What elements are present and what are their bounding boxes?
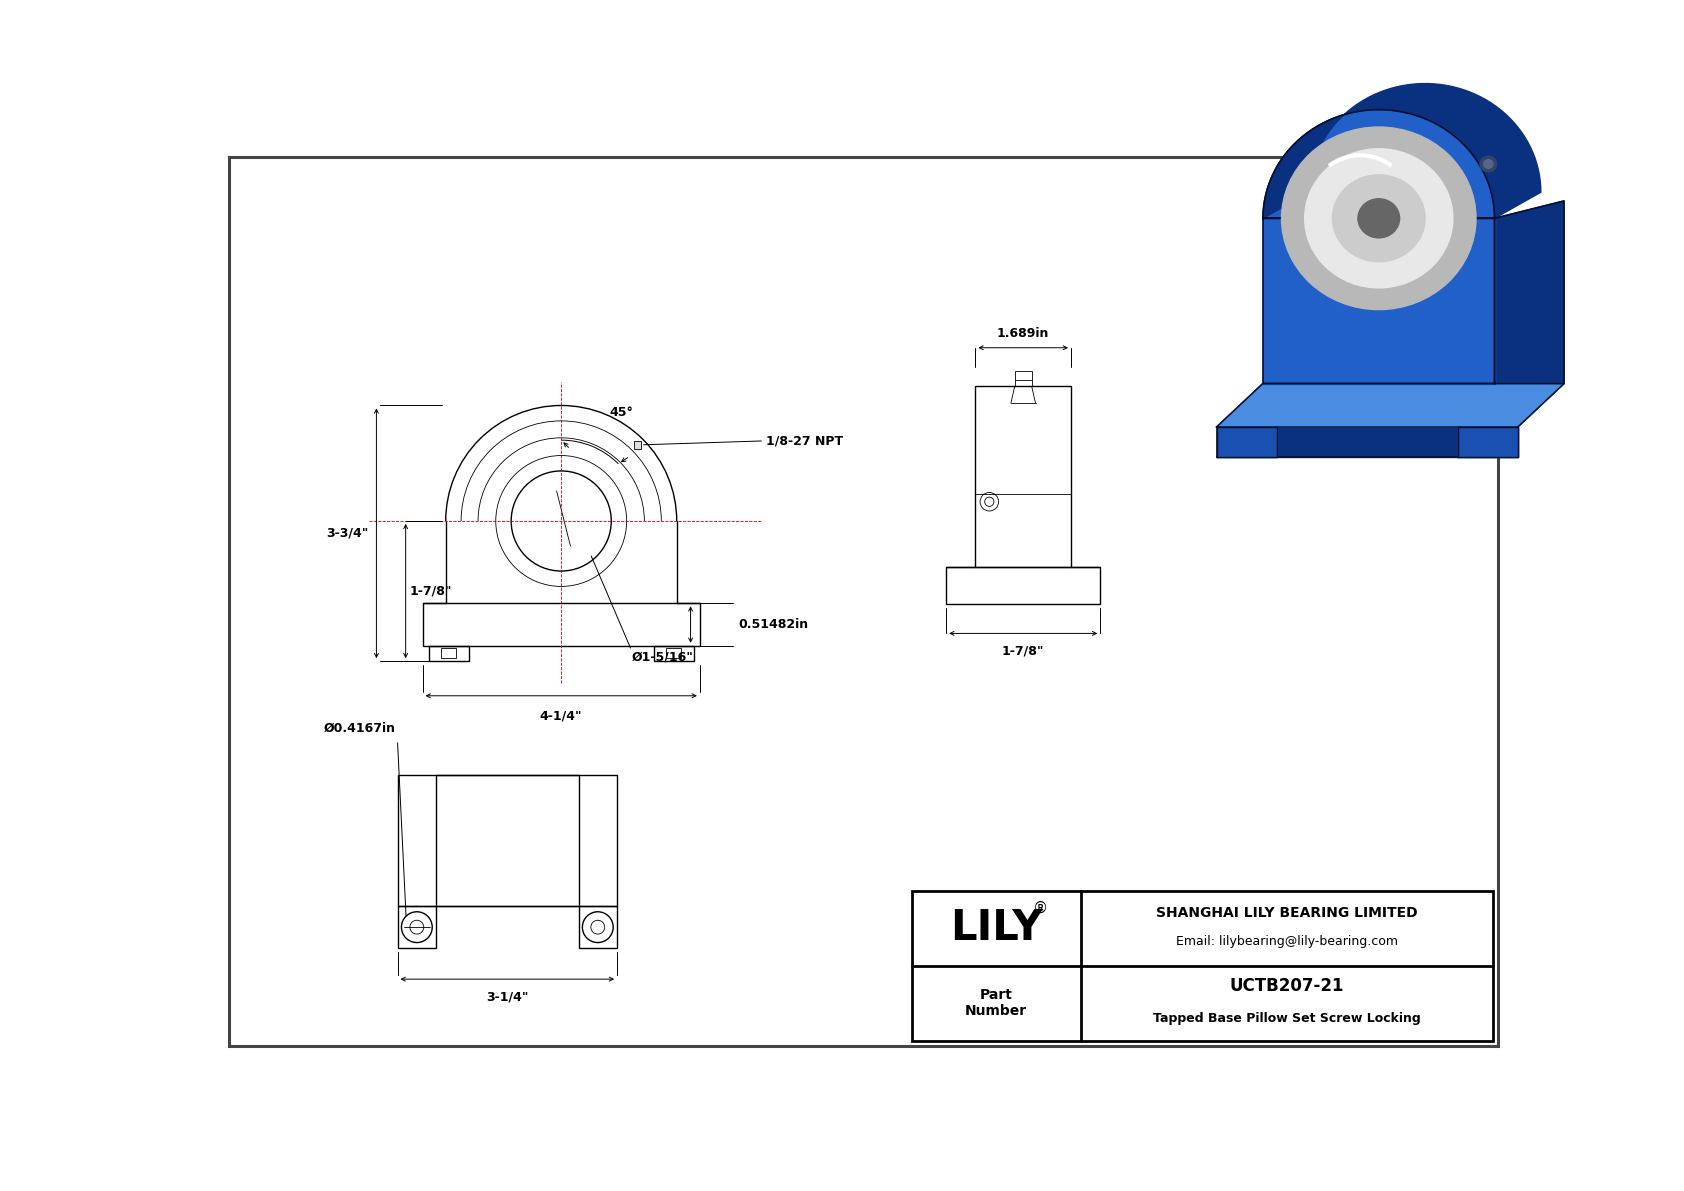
Text: UCTB207-21: UCTB207-21 [1229,978,1344,996]
Polygon shape [1495,201,1564,384]
Text: 4-1/4": 4-1/4" [541,710,583,723]
Circle shape [1282,127,1475,310]
Polygon shape [1216,384,1564,428]
Bar [653,646,694,661]
Bar [423,604,701,646]
Text: 3-1/4": 3-1/4" [487,991,529,1004]
Bar [946,567,1100,604]
Polygon shape [1458,428,1517,457]
Bar [429,646,468,661]
Polygon shape [1263,83,1541,218]
Bar [633,441,642,449]
Text: 1/8-27 NPT: 1/8-27 NPT [766,435,844,448]
Bar [397,775,616,906]
Text: LILY: LILY [950,908,1042,949]
Text: Part
Number: Part Number [965,989,1027,1018]
Text: 0.51482in: 0.51482in [738,618,808,631]
Text: 3-3/4": 3-3/4" [327,526,369,540]
Polygon shape [1216,428,1517,457]
Text: SHANGHAI LILY BEARING LIMITED: SHANGHAI LILY BEARING LIMITED [1157,906,1418,921]
Text: 1.689in: 1.689in [997,328,1049,341]
Bar [436,775,579,906]
Polygon shape [1216,384,1564,428]
Circle shape [1357,199,1399,238]
Polygon shape [1263,218,1495,384]
Text: ®: ® [1034,900,1049,916]
Circle shape [1480,156,1497,172]
Polygon shape [1216,428,1276,457]
Circle shape [1484,160,1494,168]
Bar [397,906,436,948]
Text: Ø0.4167in: Ø0.4167in [323,722,396,735]
Text: Email: lilybearing@lily-bearing.com: Email: lilybearing@lily-bearing.com [1175,935,1398,948]
Text: 1-7/8": 1-7/8" [409,585,451,598]
Polygon shape [1263,110,1495,218]
Bar [975,386,1071,567]
Bar [579,906,616,948]
Text: Tapped Base Pillow Set Screw Locking: Tapped Base Pillow Set Screw Locking [1154,1012,1421,1025]
Bar [1015,370,1032,386]
Circle shape [1332,175,1425,262]
Circle shape [1305,149,1453,288]
Text: 1-7/8": 1-7/8" [1002,644,1044,657]
Bar [911,891,1494,1041]
Bar [441,648,456,659]
Text: 45°: 45° [610,406,633,419]
Text: Ø1-5/16": Ø1-5/16" [632,650,694,663]
Bar [665,648,682,659]
